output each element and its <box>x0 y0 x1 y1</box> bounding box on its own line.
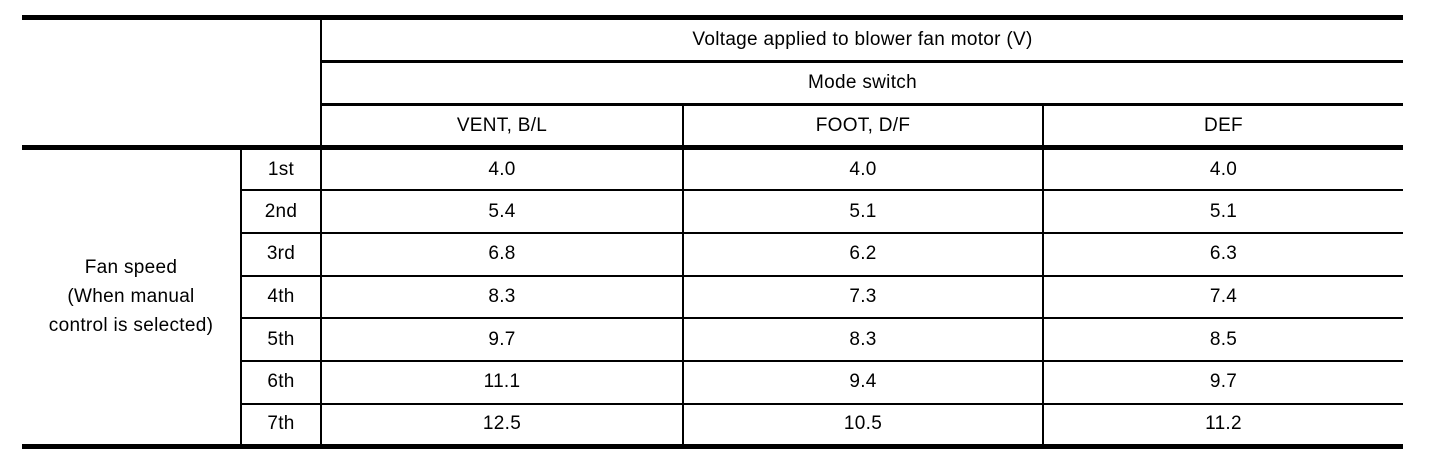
voltage-vent-bl: 4.0 <box>320 146 684 192</box>
table-row: Fan speed (When manual control is select… <box>22 146 1404 449</box>
voltage-def: 7.4 <box>1041 274 1404 320</box>
voltage-foot-df: 8.3 <box>682 317 1044 362</box>
voltage-foot-df: 6.2 <box>682 231 1044 277</box>
voltage-foot-df: 10.5 <box>682 402 1044 449</box>
table-title: Voltage applied to blower fan motor (V) <box>319 15 1404 63</box>
voltage-foot-df: 4.0 <box>682 146 1044 192</box>
voltage-foot-df: 7.3 <box>682 274 1044 320</box>
voltage-foot-df: 9.4 <box>682 359 1044 405</box>
voltage-foot-df: 5.1 <box>682 189 1044 234</box>
voltage-def: 4.0 <box>1041 146 1404 192</box>
fan-speed-step: 5th <box>240 317 322 362</box>
column-header-foot-df: FOOT, D/F <box>682 103 1044 150</box>
voltage-vent-bl: 5.4 <box>320 189 684 234</box>
voltage-def: 9.7 <box>1041 359 1404 405</box>
column-header-vent-bl: VENT, B/L <box>320 103 684 150</box>
fan-speed-step: 4th <box>240 274 322 320</box>
blower-fan-voltage-table: Voltage applied to blower fan motor (V) … <box>22 15 1404 449</box>
fan-speed-step: 1st <box>240 146 322 192</box>
row-group-label: Fan speed (When manual control is select… <box>22 146 242 449</box>
table-row: 2nd 5.4 5.1 5.1 <box>22 189 1404 234</box>
voltage-vent-bl: 9.7 <box>320 317 684 362</box>
voltage-def: 8.5 <box>1041 317 1404 362</box>
table-row: 3rd 6.8 6.2 6.3 <box>22 231 1404 277</box>
mode-switch-header: Mode switch <box>319 60 1404 106</box>
table-row: 7th 12.5 10.5 11.2 <box>22 402 1404 449</box>
voltage-def: 6.3 <box>1041 231 1404 277</box>
voltage-vent-bl: 11.1 <box>320 359 684 405</box>
voltage-vent-bl: 6.8 <box>320 231 684 277</box>
voltage-def: 5.1 <box>1041 189 1404 234</box>
fan-speed-step: 2nd <box>240 189 322 234</box>
corner-empty-cell <box>22 15 322 150</box>
fan-speed-step: 6th <box>240 359 322 405</box>
fan-speed-step: 3rd <box>240 231 322 277</box>
table-row: 5th 9.7 8.3 8.5 <box>22 317 1404 362</box>
column-header-def: DEF <box>1041 103 1404 150</box>
voltage-vent-bl: 8.3 <box>320 274 684 320</box>
voltage-def: 11.2 <box>1041 402 1404 449</box>
table-row: 4th 8.3 7.3 7.4 <box>22 274 1404 320</box>
voltage-vent-bl: 12.5 <box>320 402 684 449</box>
fan-speed-step: 7th <box>240 402 322 449</box>
table-row: 6th 11.1 9.4 9.7 <box>22 359 1404 405</box>
